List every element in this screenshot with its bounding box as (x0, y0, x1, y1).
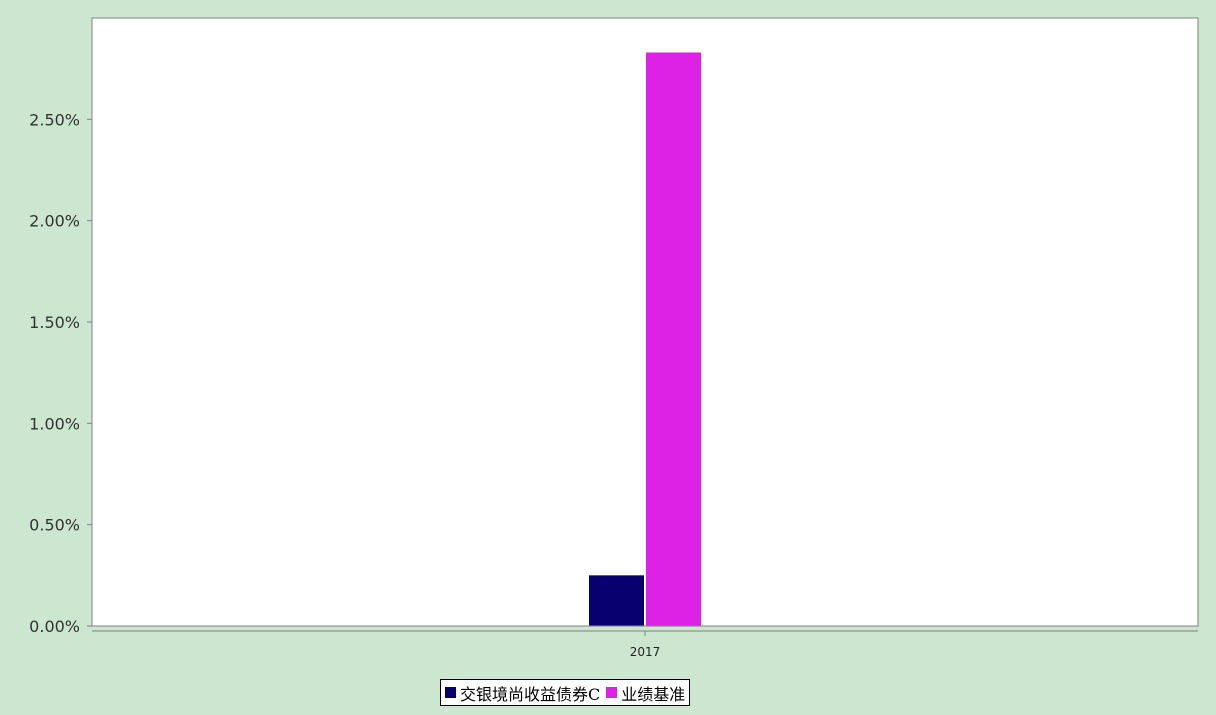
bars (589, 52, 701, 627)
legend-swatch-series-2 (606, 687, 618, 698)
y-tick-label: 2.50% (29, 110, 80, 129)
legend-label-series-2: 业绩基准 (621, 684, 686, 704)
legend-item-series-1: 交银境尚收益债券C (445, 681, 600, 705)
y-axis: 0.00% 0.50% 1.00% 1.50% 2.00% 2.50% (29, 110, 92, 636)
bar-1 (589, 575, 644, 626)
legend-swatch-series-1 (445, 687, 456, 698)
legend-label-series-1: 交银境尚收益债券C (460, 684, 601, 704)
x-tick-label: 2017 (630, 645, 661, 659)
y-tick-label: 1.50% (29, 313, 80, 332)
y-tick-label: 1.00% (29, 414, 80, 433)
plot-area (91, 17, 1199, 627)
y-tick-label: 0.00% (29, 617, 80, 636)
legend-item-series-2: 业绩基准 (606, 681, 685, 705)
bar-2 (646, 52, 701, 627)
y-tick-label: 0.50% (29, 516, 80, 535)
y-tick-label: 2.00% (29, 212, 80, 231)
legend: 交银境尚收益债券C 业绩基准 (440, 679, 691, 706)
x-axis: 2017 (92, 625, 1198, 659)
